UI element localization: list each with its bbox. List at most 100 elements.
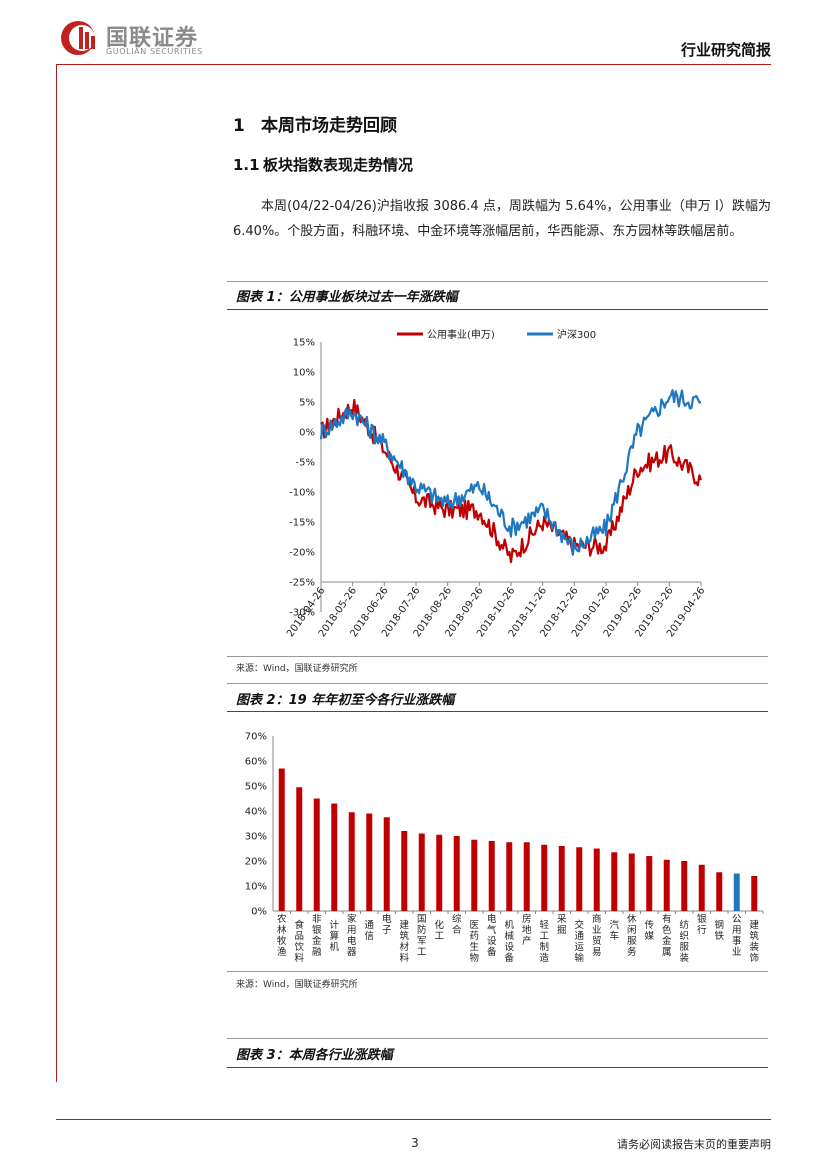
- bar: [541, 844, 548, 911]
- bar: [401, 831, 408, 911]
- category-label: 计算机: [329, 919, 339, 953]
- bar: [663, 859, 670, 911]
- guolian-logo-icon: [61, 21, 95, 55]
- category-label: 医药生物: [469, 920, 479, 964]
- bar: [716, 872, 723, 911]
- category-label: 农林牧渔: [277, 913, 287, 958]
- section-heading: 1 本周市场走势回顾: [233, 111, 397, 136]
- figure-1-title: 图表 1：公用事业板块过去一年涨跌幅: [236, 290, 458, 305]
- margin-line: [56, 64, 57, 1082]
- bar-chart: 70% 60% 50% 40% 30% 20% 10% 0% 农林牧渔食品饮料非银金融计算机家用…: [245, 732, 764, 964]
- y-tick-label: -5%: [296, 458, 315, 469]
- bar: [593, 848, 600, 911]
- category-label: 交通运输: [574, 919, 584, 964]
- bar: [523, 842, 530, 911]
- bar: [348, 812, 355, 911]
- figure-2-title: 图表 2：19 年年初至今各行业涨跌幅: [236, 693, 455, 708]
- legend-label: 沪深300: [557, 328, 596, 341]
- page-number: 3: [411, 1136, 419, 1150]
- y-tick-label: 10%: [245, 882, 267, 893]
- series-line-1: [319, 389, 702, 556]
- bar: [418, 833, 425, 911]
- bar: [751, 876, 758, 911]
- category-label: 电气设备: [487, 913, 497, 958]
- bar: [436, 834, 443, 911]
- series-line-0: [320, 398, 703, 564]
- bar: [383, 817, 390, 911]
- bar: [558, 846, 565, 911]
- bar: [296, 787, 303, 911]
- subsection-heading: 1.1 板块指数表现走势情况: [233, 154, 413, 175]
- y-tick-label: -20%: [289, 548, 315, 559]
- bar: [506, 842, 513, 911]
- bar: [313, 798, 320, 911]
- y-tick-label: 0%: [251, 907, 267, 918]
- y-tick-label: 30%: [245, 832, 267, 843]
- bar: [698, 864, 705, 911]
- bar: [681, 861, 688, 911]
- y-tick-label: 5%: [299, 398, 315, 409]
- category-label: 公用事业: [732, 914, 742, 958]
- bar: [331, 803, 338, 911]
- subsection-title: 板块指数表现走势情况: [263, 156, 414, 174]
- category-label: 机械设备: [504, 919, 514, 964]
- bar: [278, 768, 285, 911]
- category-label: 通信: [364, 920, 374, 942]
- figure-1-title-rule: [227, 309, 768, 310]
- bar: [646, 856, 653, 911]
- category-label: 采掘: [557, 914, 567, 936]
- y-tick-label: -25%: [289, 578, 315, 589]
- report-type: 行业研究简报: [680, 41, 771, 59]
- y-tick-label: -30%: [289, 608, 315, 619]
- category-label: 纺织服装: [679, 919, 689, 964]
- category-label: 房地产: [522, 913, 532, 947]
- category-label: 非银金融: [312, 913, 322, 958]
- category-label: 建筑装饰: [749, 919, 759, 964]
- figure-1-top-rule: [227, 281, 768, 282]
- bar: [366, 813, 373, 911]
- bar: [453, 836, 460, 911]
- legend-label: 公用事业(申万): [427, 328, 495, 341]
- brand-name-cn: 国联证券: [106, 26, 199, 51]
- category-label: 化工: [434, 919, 444, 942]
- y-tick-label: 70%: [245, 732, 267, 743]
- footer-divider: [56, 1119, 771, 1120]
- category-label: 家用电器: [347, 913, 357, 958]
- subsection-number: 1.1: [233, 156, 260, 174]
- figure-2-bottom-rule: [227, 971, 768, 972]
- category-label: 轻工制造: [539, 919, 549, 964]
- category-label: 综合: [452, 913, 462, 936]
- category-label: 银行: [697, 913, 707, 936]
- y-tick-label: -15%: [289, 518, 315, 529]
- figure-3-title-rule: [227, 1067, 768, 1068]
- line-chart: 15%10%5%0%-5%-10%-15%-20%-25%-30%2018-04…: [285, 328, 707, 639]
- y-tick-label: 15%: [293, 338, 315, 349]
- y-tick-label: 50%: [245, 782, 267, 793]
- y-tick-label: -10%: [289, 488, 315, 499]
- category-label: 建筑材料: [399, 919, 409, 964]
- category-label: 有色金属: [662, 913, 672, 958]
- header-divider: [56, 64, 771, 65]
- category-label: 汽车: [609, 919, 619, 942]
- category-label: 传媒: [644, 919, 654, 942]
- category-label: 休闲服务: [627, 913, 637, 958]
- figure-2-source: 来源：Wind，国联证券研究所: [236, 980, 358, 990]
- bar: [471, 839, 478, 911]
- brand-name-en: GUOLIAN SECURITIES: [106, 47, 203, 56]
- section-title: 本周市场走势回顾: [261, 116, 397, 136]
- figure-2-top-rule: [227, 683, 768, 684]
- figure-1-source: 来源：Wind，国联证券研究所: [236, 664, 358, 674]
- y-tick-label: 0%: [299, 428, 315, 439]
- category-label: 钢铁: [714, 919, 724, 942]
- category-label: 食品饮料: [294, 919, 304, 964]
- figure-1-bottom-rule: [227, 656, 768, 657]
- section-number: 1: [233, 116, 245, 136]
- summary-paragraph: 本周(04/22-04/26)沪指收报 3086.4 点，周跌幅为 5.64%，…: [233, 199, 771, 239]
- y-tick-label: 60%: [245, 757, 267, 768]
- bar: [576, 847, 583, 911]
- bar: [488, 841, 495, 911]
- category-label: 国防军工: [417, 914, 427, 958]
- figure-3-title: 图表 3：本周各行业涨跌幅: [236, 1048, 393, 1063]
- y-tick-label: 20%: [245, 857, 267, 868]
- y-tick-label: 40%: [245, 807, 267, 818]
